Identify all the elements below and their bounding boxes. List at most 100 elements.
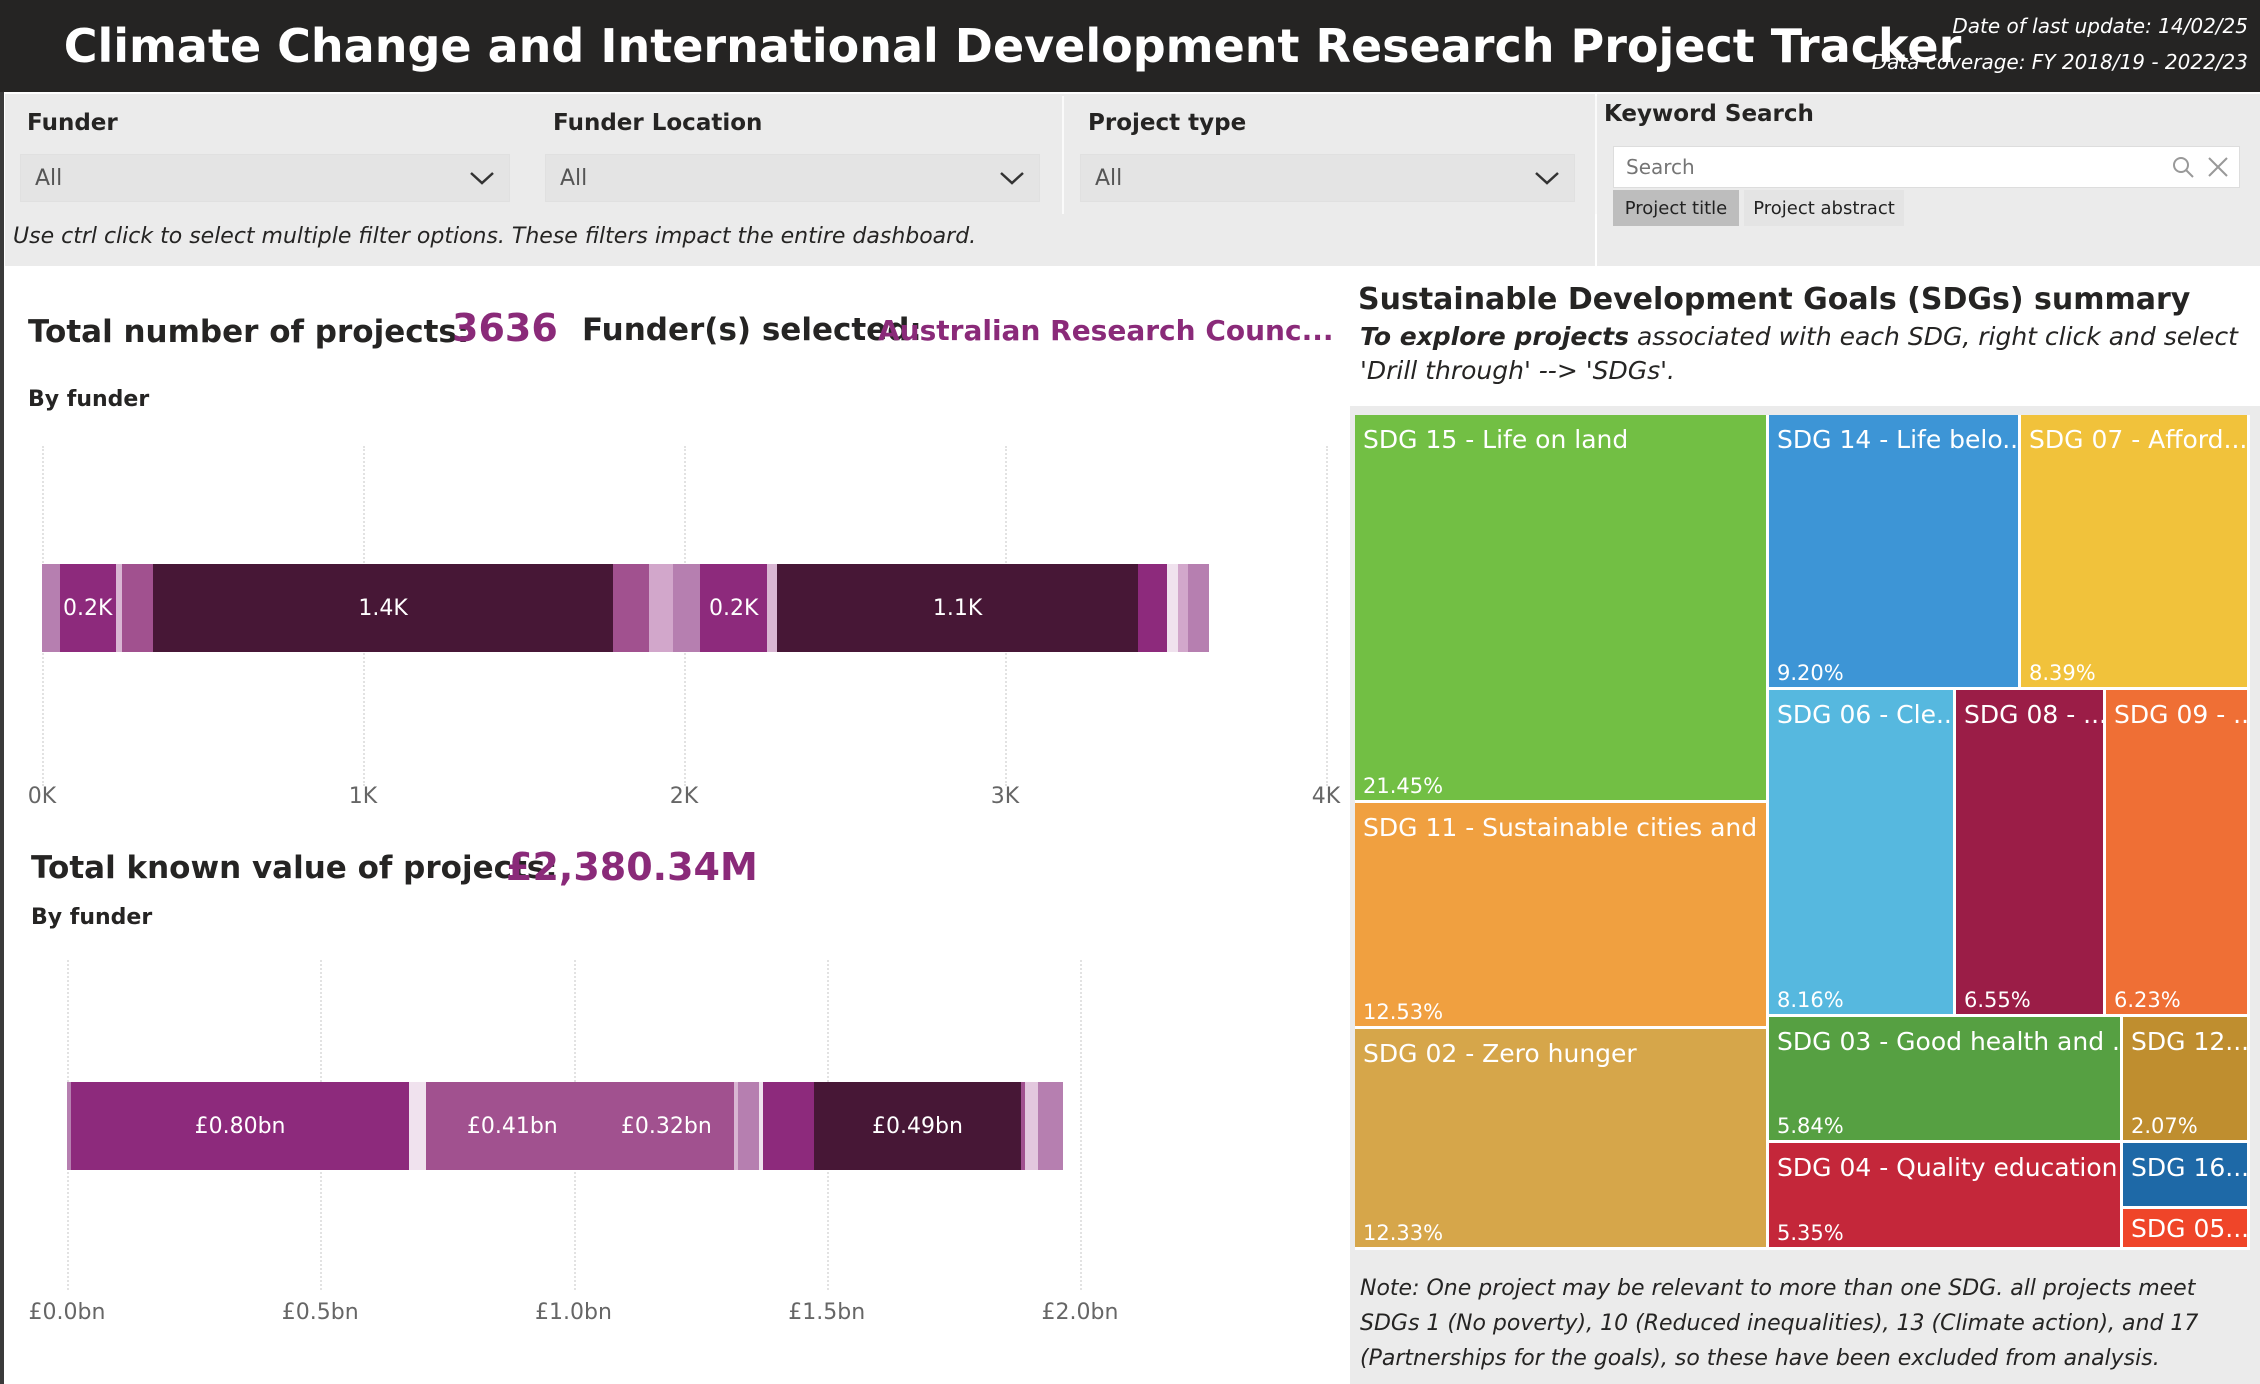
- value-by-funder-chart: £0.0bn £0.5bn £1.0bn £1.5bn £2.0bn £0.80bn £0.…: [0, 960, 1340, 1340]
- sdg-tile-name: SDG 03 - Good health and ...: [1777, 1027, 2123, 1056]
- projects-chart-bar-segment[interactable]: [648, 564, 673, 652]
- value-chart-x-tick-label: £0.5bn: [281, 1300, 359, 1325]
- projects-chart-bar-segment[interactable]: [115, 564, 123, 652]
- value-chart-bar-segment[interactable]: [759, 1082, 764, 1170]
- projects-chart-bar-segment[interactable]: [672, 564, 701, 652]
- filter-divider: [1062, 96, 1064, 214]
- sdg-tile[interactable]: SDG 12... 2.07%: [2123, 1017, 2250, 1143]
- value-chart-data-label: £0.32bn: [620, 1113, 712, 1139]
- projects-chart-bar-segment[interactable]: [767, 564, 778, 652]
- projects-chart-data-label: 0.2K: [709, 595, 759, 621]
- sdg-tile-percent: 21.45%: [1363, 774, 1444, 798]
- sdg-tile[interactable]: SDG 11 - Sustainable cities and c... 12.5…: [1355, 803, 1769, 1029]
- sdg-note-text: Note: One project may be relevant to mor…: [1360, 1276, 2199, 1371]
- sdg-tile-name: SDG 05...: [2131, 1214, 2250, 1243]
- chevron-down-icon: [1535, 172, 1559, 185]
- sdg-tile[interactable]: SDG 02 - Zero hunger 12.33%: [1355, 1029, 1769, 1250]
- sdg-tile[interactable]: SDG 07 - Afford... 8.39%: [2021, 415, 2250, 690]
- sdg-tile[interactable]: SDG 14 - Life belo... 9.20%: [1769, 415, 2021, 690]
- projects-chart-x-tick-label: 0K: [27, 784, 57, 809]
- projects-chart-x-tick-label: 4K: [1311, 784, 1341, 809]
- value-chart-bar-segment[interactable]: [1037, 1082, 1064, 1170]
- value-chart-bar-segment[interactable]: [733, 1082, 739, 1170]
- projects-chart-bar-segment[interactable]: [700, 564, 768, 652]
- funder-location-dropdown[interactable]: All: [545, 154, 1040, 202]
- search-input[interactable]: [1624, 154, 2171, 180]
- projects-chart-bar-segment[interactable]: [1167, 564, 1179, 652]
- sdg-explore-bold: To explore projects: [1360, 322, 1629, 351]
- value-chart-gridline: [1080, 960, 1082, 1290]
- projects-chart-x-tick-label: 3K: [990, 784, 1020, 809]
- sdg-summary-title: Sustainable Development Goals (SDGs) sum…: [1358, 282, 2191, 317]
- projects-chart-bar-segment[interactable]: [1178, 564, 1188, 652]
- projects-chart-bar-segment[interactable]: [122, 564, 153, 652]
- funder-location-filter-label: Funder Location: [553, 110, 763, 136]
- value-chart-data-label: £0.41bn: [466, 1113, 558, 1139]
- projects-chart-data-label: 1.1K: [932, 595, 983, 621]
- value-chart-bar-segment[interactable]: [408, 1082, 426, 1170]
- sdg-tile-name: SDG 07 - Afford...: [2029, 425, 2248, 454]
- total-value-label: Total known value of projects:: [31, 850, 558, 886]
- sdg-tile-percent: 12.33%: [1363, 1221, 1444, 1245]
- value-chart-data-label: £0.49bn: [872, 1113, 963, 1139]
- header-bar: [0, 0, 2260, 92]
- funder-location-dropdown-value: All: [560, 165, 588, 191]
- value-chart-bar-segment[interactable]: [425, 1082, 599, 1170]
- filter-divider: [1595, 96, 1597, 214]
- sdg-tile-percent: 6.23%: [2114, 988, 2181, 1012]
- projects-chart-data-label: 0.2K: [63, 595, 113, 621]
- funder-selected-label: Funder(s) selected:: [582, 312, 922, 348]
- data-coverage-text: Data coverage: FY 2018/19 - 2022/23: [1871, 50, 2248, 74]
- projects-chart-bar-segment[interactable]: [1187, 564, 1209, 652]
- value-chart-bar-segment[interactable]: [71, 1082, 409, 1170]
- sdg-tile[interactable]: SDG 15 - Life on land 21.45%: [1355, 415, 1769, 803]
- search-icon[interactable]: [2171, 155, 2195, 179]
- project-type-dropdown[interactable]: All: [1080, 154, 1575, 202]
- projects-chart-bar-segment[interactable]: [1138, 564, 1168, 652]
- value-chart-bar-segment[interactable]: [738, 1082, 760, 1170]
- sdg-tile[interactable]: SDG 03 - Good health and ... 5.84%: [1769, 1017, 2123, 1143]
- value-chart-bar-segment[interactable]: [814, 1082, 1021, 1170]
- project-title-toggle[interactable]: Project title: [1613, 190, 1739, 226]
- sdg-tile[interactable]: SDG 16...: [2123, 1143, 2250, 1209]
- funder-dropdown[interactable]: All: [20, 154, 510, 202]
- projects-chart-x-tick-label: 2K: [669, 784, 699, 809]
- chevron-down-icon: [470, 172, 494, 185]
- sdg-tile-name: SDG 08 - ...: [1964, 700, 2106, 729]
- projects-chart-bar-segment[interactable]: [613, 564, 649, 652]
- sdg-tile-name: SDG 15 - Life on land: [1363, 425, 1629, 454]
- sdg-tile[interactable]: SDG 09 - ... 6.23%: [2106, 690, 2250, 1017]
- value-chart-x-tick-label: £1.0bn: [535, 1300, 612, 1325]
- projects-chart-bar-segment[interactable]: [152, 564, 614, 652]
- sdg-tile-percent: 12.53%: [1363, 1000, 1444, 1024]
- sdg-tile[interactable]: SDG 05...: [2123, 1209, 2250, 1250]
- project-abstract-toggle[interactable]: Project abstract: [1744, 190, 1904, 226]
- value-chart-bar-segment[interactable]: [763, 1082, 815, 1170]
- sdg-tile[interactable]: SDG 08 - ... 6.55%: [1956, 690, 2106, 1017]
- keyword-search-label: Keyword Search: [1604, 101, 1814, 127]
- sdg-tile[interactable]: SDG 04 - Quality education 5.35%: [1769, 1143, 2123, 1250]
- value-chart-bar-segment[interactable]: [598, 1082, 734, 1170]
- sdg-tile-percent: 9.20%: [1777, 661, 1844, 685]
- sdg-tile-percent: 6.55%: [1964, 988, 2031, 1012]
- value-chart-x-tick-label: £1.5bn: [788, 1300, 866, 1325]
- projects-chart-bar-segment[interactable]: [42, 564, 60, 652]
- clear-icon[interactable]: [2207, 156, 2229, 178]
- value-chart-bar-segment[interactable]: [1025, 1082, 1038, 1170]
- by-funder-label-count: By funder: [28, 387, 150, 412]
- sdg-tile-name: SDG 12...: [2131, 1027, 2250, 1056]
- sdg-tile-percent: 5.84%: [1777, 1114, 1844, 1138]
- projects-chart-x-tick-label: 1K: [348, 784, 378, 809]
- sdg-note-panel: [1350, 1264, 2260, 1384]
- sdg-tile-name: SDG 09 - ...: [2114, 700, 2250, 729]
- projects-chart-bar-segment[interactable]: [59, 564, 116, 652]
- sdg-tile[interactable]: SDG 06 - Cle... 8.16%: [1769, 690, 1956, 1017]
- value-chart-bar-segment[interactable]: [67, 1082, 72, 1170]
- project-type-filter-label: Project type: [1088, 110, 1247, 136]
- sdg-treemap: SDG 15 - Life on land 21.45% SDG 14 - Life…: [1355, 415, 2250, 1250]
- projects-by-funder-chart: 0K 1K 2K 3K 4K 0.2K 1.4K 0.2K 1.1K: [0, 440, 1340, 820]
- value-chart-bar-segment[interactable]: [1020, 1082, 1026, 1170]
- sdg-tile-name: SDG 16...: [2131, 1153, 2250, 1182]
- projects-chart-bar-segment[interactable]: [777, 564, 1139, 652]
- search-field[interactable]: [1613, 146, 2240, 188]
